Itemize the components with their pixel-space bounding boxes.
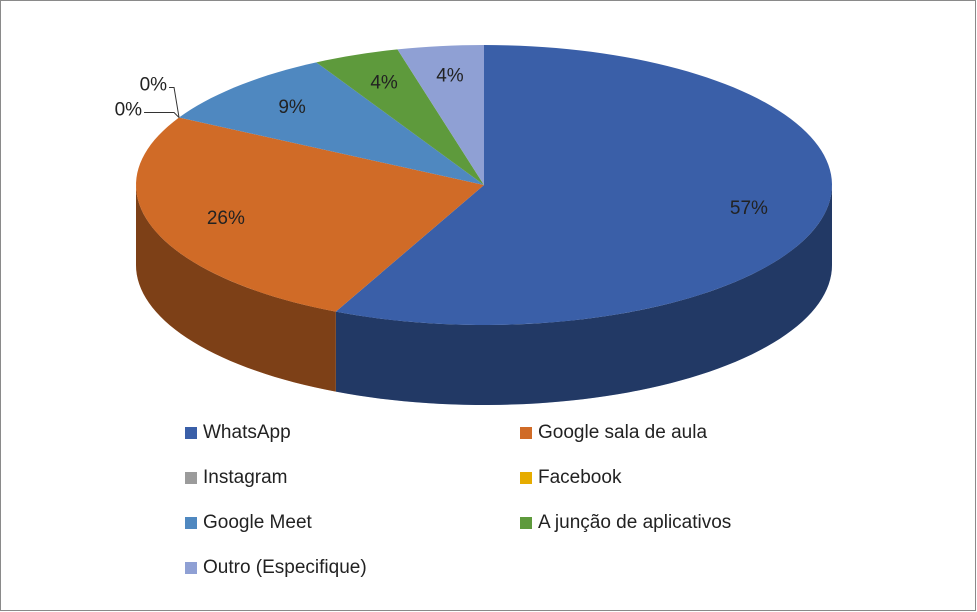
slice-side bbox=[136, 185, 336, 392]
slice bbox=[397, 45, 484, 185]
leader-line bbox=[169, 87, 180, 118]
legend-label: Google Meet bbox=[203, 512, 313, 533]
legend-swatch bbox=[185, 517, 197, 529]
slice-side bbox=[335, 185, 832, 405]
slice bbox=[136, 117, 484, 312]
legend-swatch bbox=[520, 472, 532, 484]
legend-swatch bbox=[520, 517, 532, 529]
legend-label: Facebook bbox=[538, 467, 622, 488]
legend-swatch bbox=[520, 427, 532, 439]
data-label: 4% bbox=[436, 66, 464, 87]
data-label: 0% bbox=[115, 100, 143, 121]
legend-label: Google sala de aula bbox=[538, 422, 707, 443]
slice bbox=[335, 45, 832, 325]
legend-label: Instagram bbox=[203, 467, 287, 488]
data-label: 4% bbox=[370, 72, 398, 93]
data-label: 0% bbox=[140, 75, 168, 96]
legend-swatch bbox=[185, 427, 197, 439]
slice-side-shade bbox=[136, 185, 336, 392]
slice-side-shade bbox=[335, 185, 832, 405]
data-label: 26% bbox=[207, 208, 245, 229]
legend-swatch bbox=[185, 472, 197, 484]
legend-label: A junção de aplicativos bbox=[538, 512, 731, 533]
data-label: 9% bbox=[278, 97, 306, 118]
data-label: 57% bbox=[730, 198, 768, 219]
legend-label: Outro (Especifique) bbox=[203, 557, 367, 578]
leader-line bbox=[144, 112, 180, 118]
legend-swatch bbox=[185, 562, 197, 574]
slice bbox=[316, 49, 484, 185]
legend-label: WhatsApp bbox=[203, 422, 291, 443]
slice bbox=[179, 62, 484, 186]
